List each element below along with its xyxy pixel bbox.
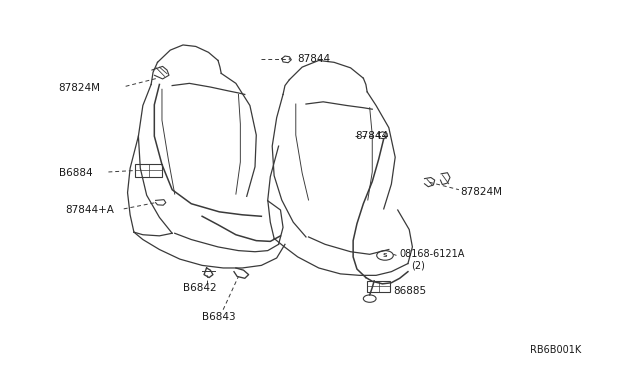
Text: B6843: B6843 bbox=[202, 312, 236, 322]
Text: 87844: 87844 bbox=[355, 131, 388, 141]
Text: S: S bbox=[383, 253, 387, 258]
Text: 87824M: 87824M bbox=[460, 186, 502, 196]
Text: (2): (2) bbox=[411, 260, 425, 270]
Text: 86885: 86885 bbox=[394, 286, 426, 296]
Text: 87844: 87844 bbox=[298, 54, 331, 64]
Text: RB6B001K: RB6B001K bbox=[531, 345, 582, 355]
Text: 87824M: 87824M bbox=[59, 83, 100, 93]
Text: B6884: B6884 bbox=[59, 168, 92, 178]
Text: B6842: B6842 bbox=[183, 283, 216, 292]
Text: 87844+A: 87844+A bbox=[65, 205, 114, 215]
Text: 08168-6121A: 08168-6121A bbox=[399, 249, 465, 259]
